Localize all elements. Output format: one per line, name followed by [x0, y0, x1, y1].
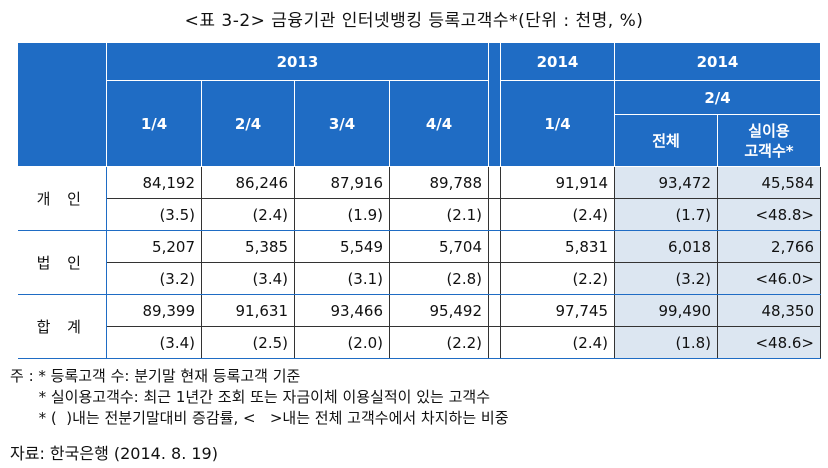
header-active-line1: 실이용 — [748, 121, 790, 140]
source-note: 자료: 한국은행 (2014. 8. 19) — [10, 444, 218, 463]
header-total: 전체 — [614, 114, 718, 167]
rate-cell: (2.4) — [500, 198, 615, 231]
registered-customers-table: 2013 2014 2014 1/4 2/4 3/4 4/4 1/4 2/4 전… — [17, 42, 821, 359]
table-row: (3.2) (3.4) (3.1) (2.8) (2.2) (3.2) <46.… — [18, 262, 821, 295]
footnote-active: * 실이용고객수: 최근 1년간 조회 또는 자금이체 이용실적이 있는 고객수 — [10, 388, 491, 406]
rate-cell: (2.2) — [389, 326, 489, 359]
header-2014-q2: 2/4 — [614, 80, 821, 115]
gap-cell — [488, 230, 501, 263]
header-year-2014-q1: 2014 — [500, 42, 615, 81]
header-2014-q1: 1/4 — [500, 80, 615, 167]
header-gap — [488, 42, 501, 167]
value-cell: 93,466 — [294, 294, 390, 327]
value-cell: 5,704 — [389, 230, 489, 263]
rate-cell: (2.2) — [500, 262, 615, 295]
header-active-line2: 고객수* — [744, 141, 794, 160]
value-cell: 5,385 — [201, 230, 295, 263]
header-year-2014-q2: 2014 — [614, 42, 821, 81]
value-cell: 48,350 — [717, 294, 821, 327]
value-cell: 99,490 — [614, 294, 718, 327]
gap-cell — [488, 262, 501, 295]
rate-cell: (1.9) — [294, 198, 390, 231]
value-cell: 95,492 — [389, 294, 489, 327]
gap-cell — [488, 198, 501, 231]
rate-cell: <48.8> — [717, 198, 821, 231]
value-cell: 5,207 — [106, 230, 202, 263]
value-cell: 5,831 — [500, 230, 615, 263]
header-2013-q2: 2/4 — [201, 80, 295, 167]
header-year-2013: 2013 — [106, 42, 489, 81]
value-cell: 84,192 — [106, 166, 202, 199]
footnote-brackets: * ( )내는 전분기말대비 증감률, < >내는 전체 고객수에서 차지하는 … — [10, 409, 509, 427]
value-cell: 6,018 — [614, 230, 718, 263]
rate-cell: <48.6> — [717, 326, 821, 359]
value-cell: 86,246 — [201, 166, 295, 199]
rate-cell: (3.2) — [106, 262, 202, 295]
header-corner — [17, 42, 107, 167]
rate-cell: (2.4) — [201, 198, 295, 231]
value-cell: 45,584 — [717, 166, 821, 199]
value-cell: 87,916 — [294, 166, 390, 199]
gap-cell — [488, 326, 501, 359]
rate-cell: (2.1) — [389, 198, 489, 231]
value-cell: 2,766 — [717, 230, 821, 263]
header-2013-q4: 4/4 — [389, 80, 489, 167]
rate-cell: (3.2) — [614, 262, 718, 295]
rate-cell: (2.8) — [389, 262, 489, 295]
value-cell: 97,745 — [500, 294, 615, 327]
value-cell: 89,788 — [389, 166, 489, 199]
table-row: (3.5) (2.4) (1.9) (2.1) (2.4) (1.7) <48.… — [18, 198, 821, 231]
rate-cell: (3.4) — [106, 326, 202, 359]
rate-cell: (2.4) — [500, 326, 615, 359]
rate-cell: <46.0> — [717, 262, 821, 295]
footnote-registered: 주 : * 등록고객 수: 분기말 현재 등록고객 기준 — [10, 367, 301, 385]
row-label-individual: 개 인 — [17, 166, 107, 231]
footnotes: 주 : * 등록고객 수: 분기말 현재 등록고객 기준 * 실이용고객수: 최… — [10, 366, 509, 429]
value-cell: 91,631 — [201, 294, 295, 327]
value-cell: 93,472 — [614, 166, 718, 199]
gap-cell — [488, 294, 501, 327]
table-title: <표 3-2> 금융기관 인터넷뱅킹 등록고객수*(단위 : 천명, %) — [184, 11, 644, 31]
table-row: 개 인 84,192 86,246 87,916 89,788 91,914 9… — [17, 166, 821, 231]
gap-cell — [488, 166, 501, 199]
value-cell: 5,549 — [294, 230, 390, 263]
rate-cell: (1.8) — [614, 326, 718, 359]
rate-cell: (2.5) — [201, 326, 295, 359]
value-cell: 91,914 — [500, 166, 615, 199]
header-active-customers: 실이용 고객수* — [717, 114, 821, 167]
table-row: 법 인 5,207 5,385 5,549 5,704 5,831 6,018 … — [17, 230, 821, 295]
rate-cell: (3.4) — [201, 262, 295, 295]
header-2013-q1: 1/4 — [106, 80, 202, 167]
rate-cell: (2.0) — [294, 326, 390, 359]
rate-cell: (3.5) — [106, 198, 202, 231]
header-2013-q3: 3/4 — [294, 80, 390, 167]
table-row: 합 계 89,399 91,631 93,466 95,492 97,745 9… — [17, 294, 821, 359]
value-cell: 89,399 — [106, 294, 202, 327]
rate-cell: (3.1) — [294, 262, 390, 295]
rate-cell: (1.7) — [614, 198, 718, 231]
row-label-total: 합 계 — [17, 294, 107, 359]
row-label-corporate: 법 인 — [17, 230, 107, 295]
table-row: (3.4) (2.5) (2.0) (2.2) (2.4) (1.8) <48.… — [18, 326, 821, 359]
